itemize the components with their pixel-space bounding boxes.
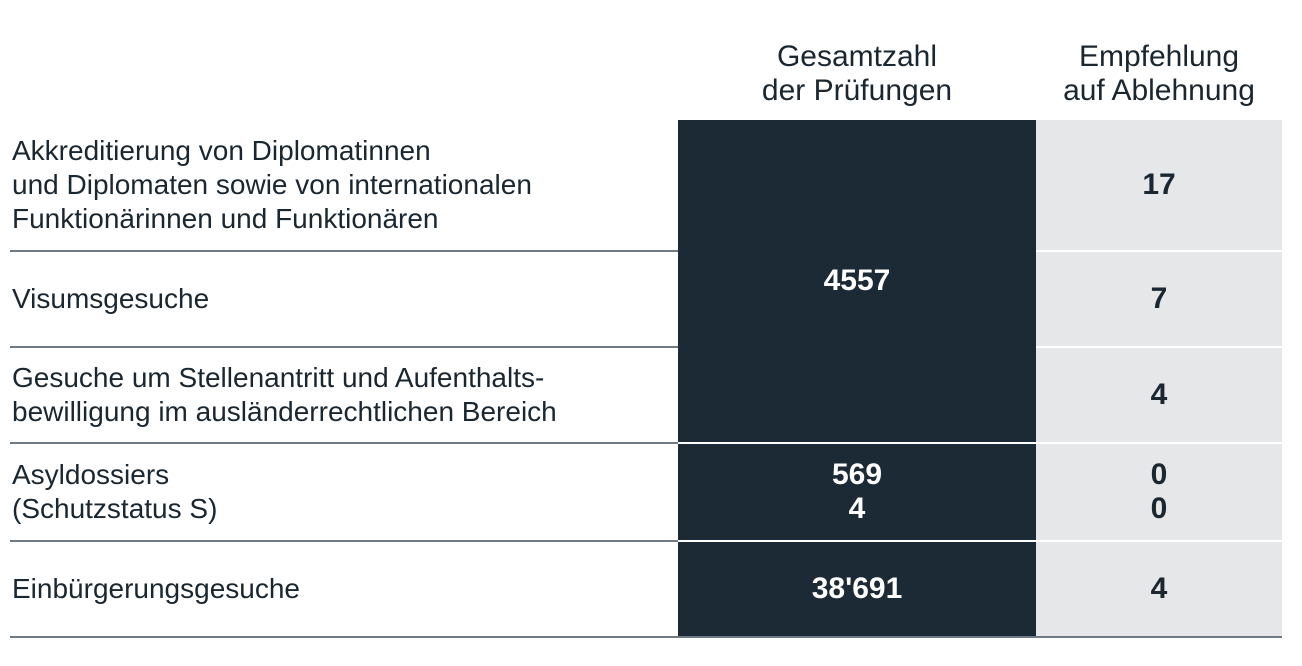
rejection-column-background	[1036, 120, 1282, 637]
label-line: Akkreditierung von Diplomatinnen	[12, 135, 431, 166]
row-divider	[10, 250, 678, 252]
column-header-rejection-recommendation: Empfehlung auf Ablehnung	[1036, 40, 1282, 108]
row-label-visa: Visumsgesuche	[12, 252, 672, 346]
row-label-work-residence: Gesuche um Stellenantritt und Aufenthalt…	[12, 348, 672, 442]
row-divider	[10, 346, 678, 348]
row-divider	[1036, 442, 1282, 444]
label-line: und Diplomaten sowie von internationalen	[12, 169, 532, 200]
row-divider	[10, 540, 678, 542]
header-reject-line1: Empfehlung	[1078, 40, 1240, 73]
value-line: 4	[848, 492, 866, 525]
header-total-line1: Gesamtzahl	[776, 40, 938, 73]
reject-value-asylum: 0 0	[1036, 444, 1282, 540]
label-line: Gesuche um Stellenantritt und Aufenthalt…	[12, 362, 545, 393]
value-line: 569	[831, 458, 883, 491]
row-label-naturalization: Einbürgerungsgesuche	[12, 542, 672, 636]
total-value-naturalization: 38'691	[811, 572, 903, 605]
label-line: Funktionärinnen und Funktionären	[12, 203, 439, 234]
label-line: Asyldossiers	[12, 459, 170, 490]
reject-value-visa: 7	[1150, 282, 1168, 315]
label-line: Einbürgerungsgesuche	[12, 573, 300, 604]
row-divider	[10, 442, 678, 444]
reject-value-naturalization: 4	[1150, 572, 1168, 605]
column-header-total-checks: Gesamtzahl der Prüfungen	[678, 40, 1036, 108]
label-line: (Schutzstatus S)	[12, 493, 218, 524]
label-line: Visumsgesuche	[12, 283, 210, 314]
merged-total-value: 4557	[823, 264, 891, 297]
row-label-asylum: Asyldossiers (Schutzstatus S)	[12, 444, 672, 540]
row-divider	[1036, 540, 1282, 542]
header-total-line2: der Prüfungen	[761, 74, 953, 107]
reject-value-accreditation: 17	[1142, 168, 1176, 201]
row-divider	[678, 540, 1036, 542]
total-column-background	[678, 120, 1036, 637]
row-divider	[1036, 250, 1282, 252]
total-value-asylum: 569 4	[678, 444, 1036, 540]
row-label-accreditation: Akkreditierung von Diplomatinnen und Dip…	[12, 120, 672, 250]
reject-value-work-residence: 4	[1150, 378, 1168, 411]
value-line: 0	[1150, 458, 1168, 491]
header-reject-line2: auf Ablehnung	[1063, 74, 1255, 107]
row-divider	[678, 442, 1036, 444]
table-bottom-line	[10, 636, 1282, 638]
value-line: 0	[1150, 492, 1168, 525]
label-line: bewilligung im ausländerrechtlichen Bere…	[12, 396, 557, 427]
row-divider	[1036, 346, 1282, 348]
